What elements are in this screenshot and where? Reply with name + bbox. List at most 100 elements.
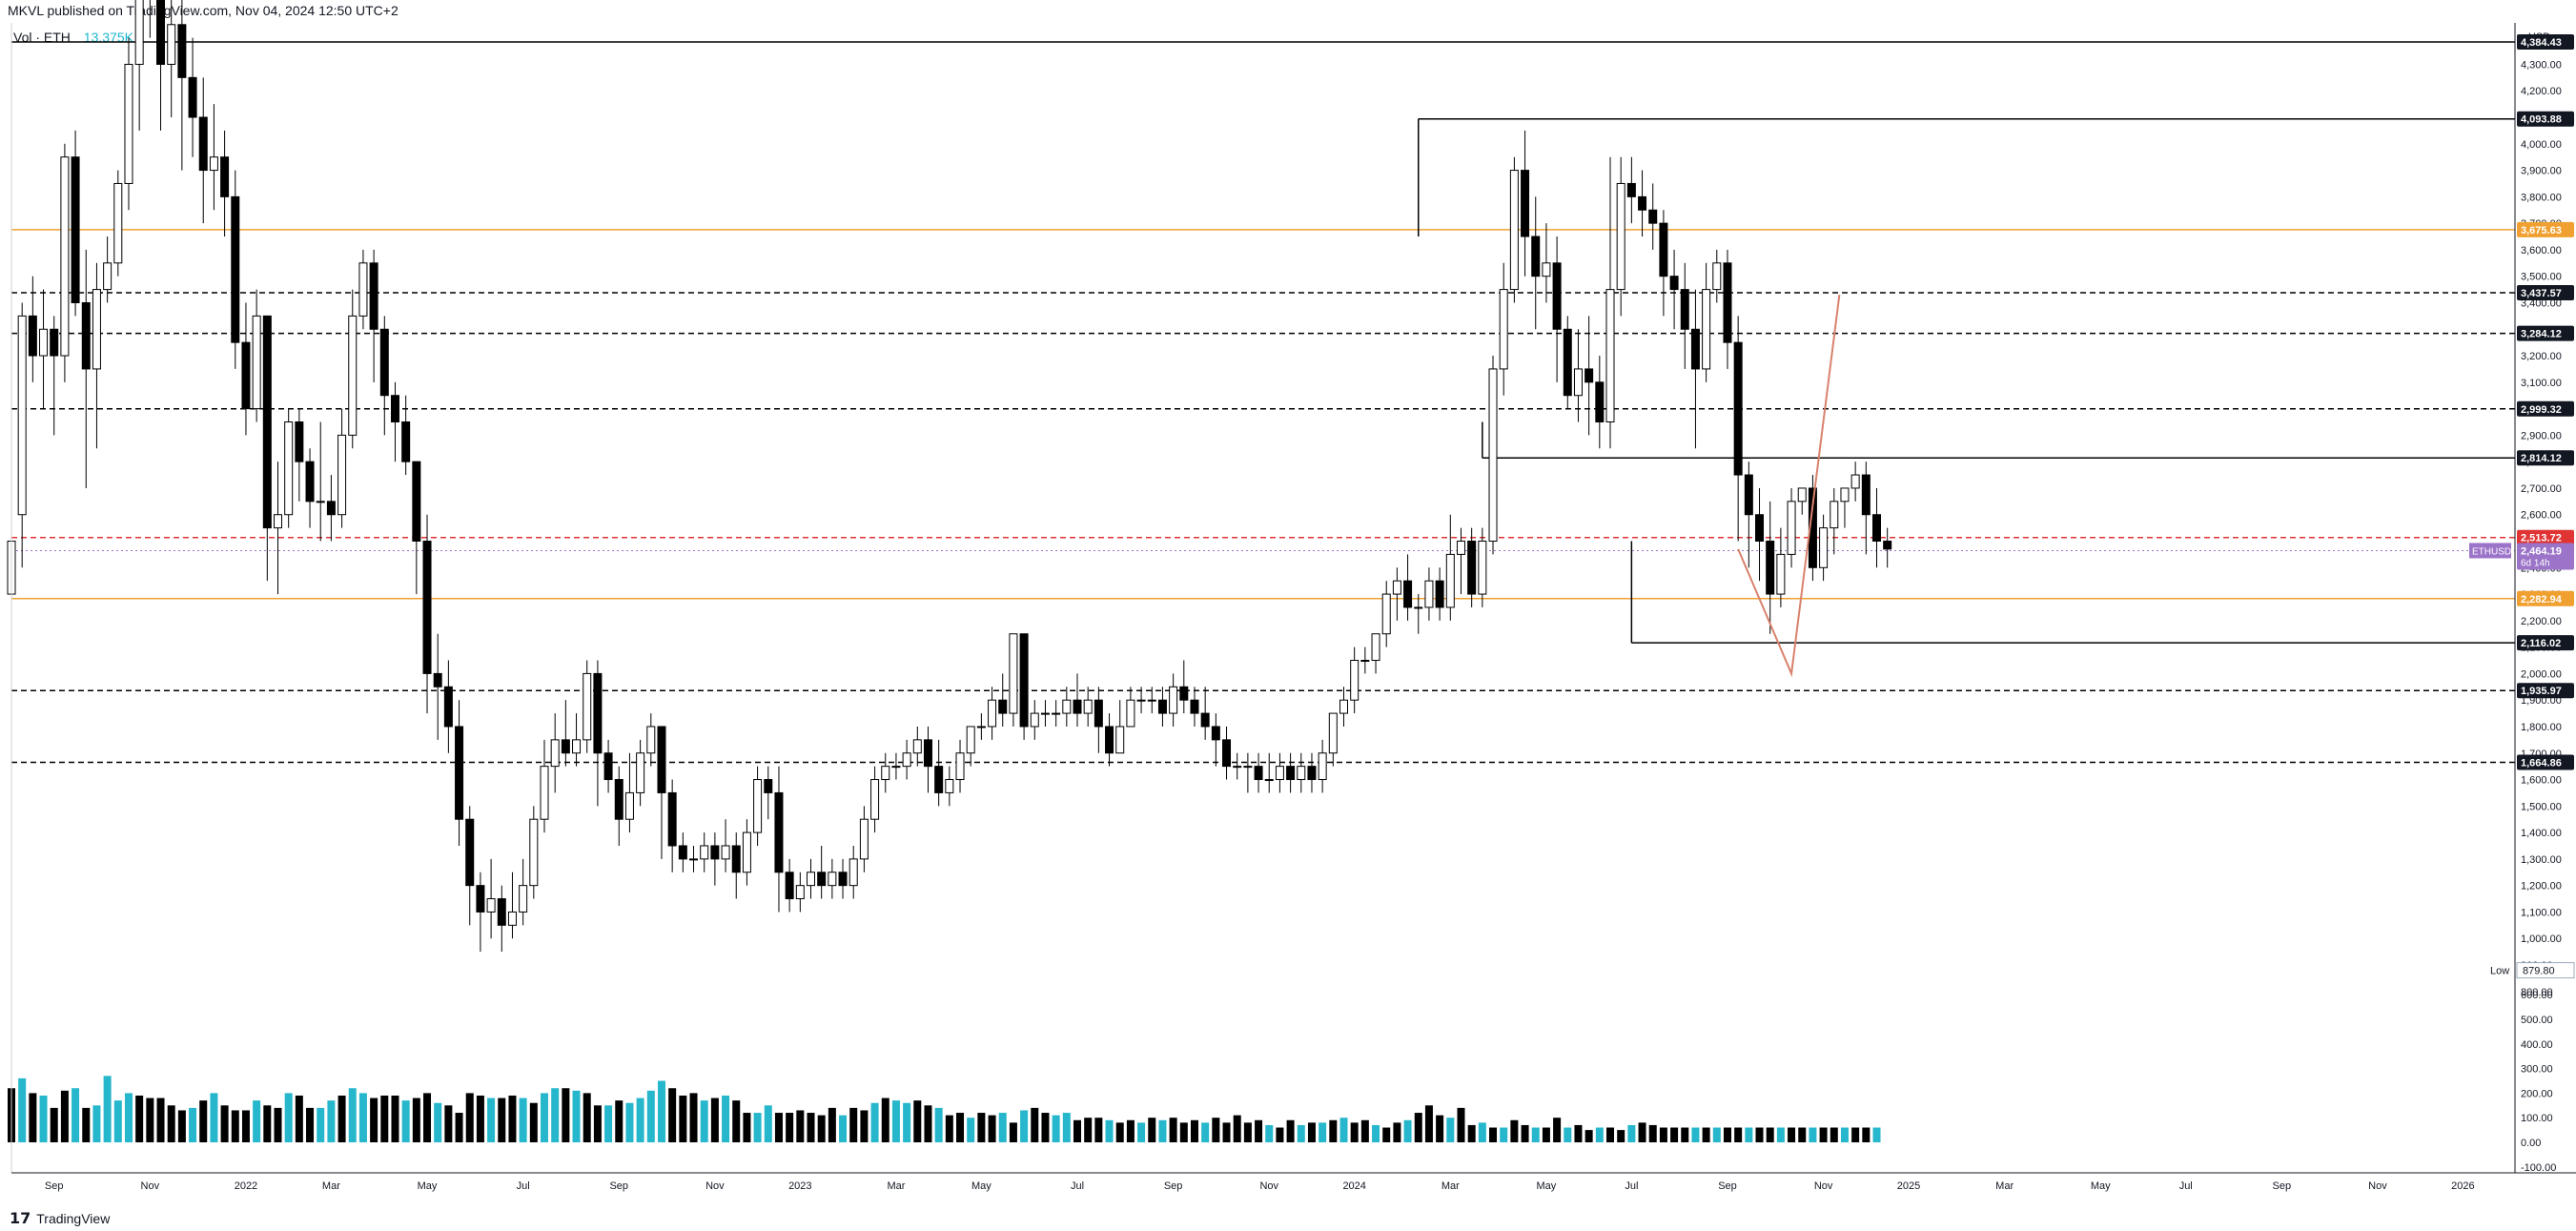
candle-body	[358, 262, 368, 317]
candle-body	[1723, 262, 1732, 343]
candle-body	[976, 726, 986, 728]
volume-bar	[1339, 1118, 1348, 1142]
candle-body	[486, 898, 496, 913]
candle-body	[838, 872, 848, 887]
volume-bar	[679, 1095, 687, 1142]
candle-body	[1542, 262, 1551, 277]
candlesticks	[7, 0, 1892, 953]
volume-bar	[1595, 1127, 1604, 1142]
candle-body	[1190, 699, 1199, 714]
price-tick-label: 2,700.00	[2521, 483, 2562, 495]
volume-bar	[1126, 1119, 1135, 1142]
candle-body	[348, 315, 358, 436]
volume-bar	[913, 1100, 922, 1142]
candle-body	[1712, 262, 1722, 291]
price-tick-label: 3,200.00	[2521, 351, 2562, 362]
volume-bar	[60, 1090, 69, 1142]
price-tick-label: 1,500.00	[2521, 801, 2562, 812]
candle-body	[1392, 580, 1401, 595]
volume-bar	[988, 1115, 996, 1142]
volume-bar	[998, 1113, 1007, 1142]
candle-body	[209, 156, 218, 172]
publisher-text: MKVL published on TradingView.com, Nov 0…	[8, 3, 399, 18]
volume-bar	[444, 1105, 453, 1142]
time-axis[interactable]: Sep Nov 2022 Mar May Jul Sep Nov 2023 Mar May Jul Se…	[45, 1180, 2475, 1192]
tradingview-logo[interactable]: 17 TradingView	[10, 1206, 110, 1231]
volume-bar	[1478, 1122, 1486, 1142]
publish-header: MKVL published on TradingView.com, Nov 0…	[0, 0, 2576, 21]
volume-bar	[1297, 1124, 1305, 1142]
price-level-label: 3,284.12	[2521, 329, 2562, 340]
candle-body	[1126, 699, 1135, 728]
time-tick-label: Jul	[1625, 1180, 1638, 1192]
candle-body	[71, 156, 80, 303]
volume-bar	[124, 1093, 133, 1142]
candle-body	[1019, 633, 1029, 728]
price-level-badge	[2517, 529, 2574, 545]
candle-body	[262, 315, 272, 529]
volume-bar	[1766, 1127, 1774, 1142]
price-level-badge	[2517, 754, 2574, 770]
price-tick-label: 1,100.00	[2521, 907, 2562, 918]
candle-body	[1478, 541, 1487, 595]
volume-bar	[1137, 1122, 1146, 1142]
volume-bar	[774, 1113, 783, 1142]
volume-bar	[1584, 1130, 1593, 1142]
volume-bar	[508, 1095, 517, 1142]
volume-bar	[1372, 1124, 1380, 1142]
volume-bar	[1819, 1127, 1828, 1142]
volume-bar	[1041, 1113, 1050, 1142]
volume-bar	[593, 1105, 602, 1142]
candle-body	[455, 726, 464, 820]
candle-body	[624, 791, 634, 820]
candle-body	[700, 845, 709, 860]
time-tick-label: Mar	[1995, 1180, 2014, 1192]
volume-bar	[764, 1105, 772, 1142]
candle-body	[1040, 712, 1050, 715]
volume-bar	[434, 1102, 442, 1142]
candle-body	[764, 779, 773, 793]
volume-bar	[1500, 1127, 1508, 1142]
volume-bar	[1788, 1127, 1796, 1142]
candle-body	[646, 726, 656, 754]
volume-bar	[1851, 1127, 1860, 1142]
volume-bar	[476, 1095, 484, 1142]
volume-bar	[1606, 1127, 1614, 1142]
volume-bar	[1052, 1115, 1060, 1142]
volume-bar	[1243, 1122, 1252, 1142]
volume-bar	[1169, 1118, 1177, 1142]
volume-bar	[1542, 1127, 1550, 1142]
candle-body	[1254, 766, 1263, 781]
candle-body	[678, 845, 687, 860]
candle-body	[1830, 501, 1839, 529]
volume-bar	[498, 1098, 506, 1142]
volume-bar	[1712, 1127, 1721, 1142]
candle-body	[497, 898, 506, 926]
volume-bar	[423, 1093, 432, 1142]
candle-body	[1136, 699, 1146, 702]
price-tick-label: 2,000.00	[2521, 668, 2562, 680]
volume-bar	[1403, 1119, 1412, 1142]
volume-bar	[807, 1113, 815, 1142]
volume-bar	[284, 1093, 293, 1142]
candle-body	[1521, 170, 1530, 237]
volume-legend: Vol · ETH 13.375K	[13, 29, 133, 46]
candle-body	[1840, 487, 1850, 503]
candle-body	[1595, 381, 1605, 422]
time-tick-label: Nov	[1259, 1180, 1278, 1192]
price-level-badge	[2517, 590, 2574, 606]
candle-body	[316, 501, 325, 503]
volume-bar	[924, 1105, 932, 1142]
candle-body	[1499, 289, 1508, 370]
volume-bar	[903, 1102, 911, 1142]
horizontal-levels	[11, 41, 2515, 764]
candle-body	[1157, 699, 1167, 714]
volume-bar	[306, 1107, 315, 1142]
candle-body	[113, 182, 123, 264]
volume-bar	[1670, 1127, 1679, 1142]
volume-bar	[1073, 1119, 1081, 1142]
volume-bar	[92, 1105, 101, 1142]
volume-bar	[1457, 1107, 1465, 1142]
volume-bar	[1233, 1115, 1241, 1142]
